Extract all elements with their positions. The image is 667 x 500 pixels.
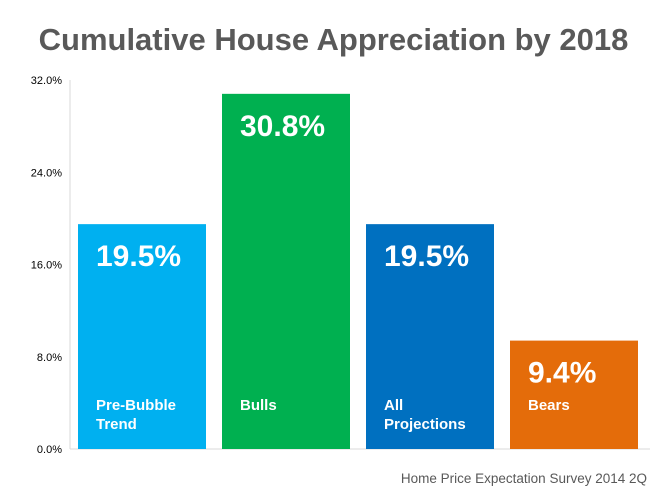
bar (78, 224, 206, 449)
bar-category-label: Bulls (240, 397, 277, 414)
bar-group: 19.5% All Projections (366, 224, 494, 449)
bar-value-label: 30.8% (240, 110, 325, 143)
bar (222, 93, 350, 450)
bar-group: 19.5% Pre-Bubble Trend (78, 224, 206, 449)
bar-value-label: 19.5% (384, 240, 469, 273)
bar-group: 30.8% Bulls (222, 93, 350, 450)
y-axis-ticks: 0.0% 8.0% 16.0% 24.0% 32.0% (31, 75, 62, 456)
bar (366, 224, 494, 449)
bar-value-label: 19.5% (96, 240, 181, 273)
y-tick-label: 8.0% (37, 352, 62, 364)
y-tick-label: 16.0% (31, 260, 62, 272)
bar-category-label: Pre-Bubble (96, 397, 176, 414)
y-tick-label: 24.0% (31, 167, 62, 179)
bars: 19.5% Pre-Bubble Trend 30.8% Bulls 19.5% All Pr… (78, 93, 638, 450)
bar-group: 9.4% Bears (510, 340, 638, 449)
source-note: Home Price Expectation Survey 2014 2Q (400, 471, 647, 486)
bar-category-label: All (384, 397, 403, 414)
bar-value-label: 9.4% (528, 357, 596, 390)
bar-category-label: Projections (384, 416, 466, 433)
bar-category-label: Bears (528, 397, 570, 414)
y-tick-label: 32.0% (31, 75, 62, 87)
bar (510, 340, 638, 449)
chart-title: Cumulative House Appreciation by 2018 (38, 22, 629, 57)
y-tick-label: 0.0% (37, 444, 62, 456)
bar-category-label: Trend (96, 416, 137, 433)
